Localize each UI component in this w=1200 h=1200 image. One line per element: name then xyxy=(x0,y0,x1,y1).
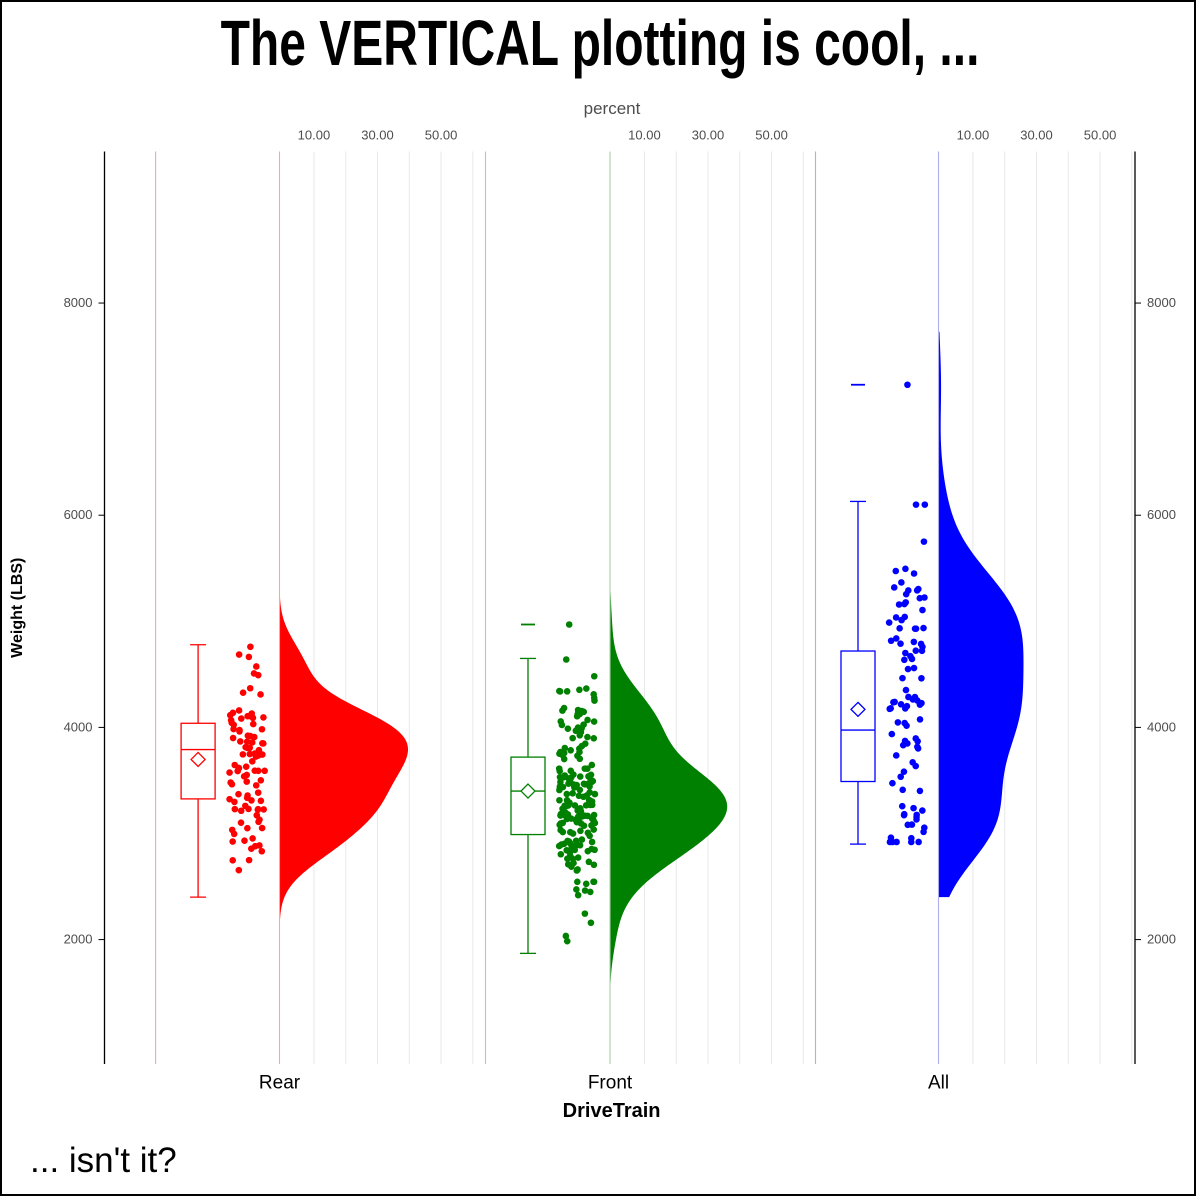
svg-text:50.00: 50.00 xyxy=(755,128,788,143)
svg-text:2000: 2000 xyxy=(1147,932,1176,947)
svg-text:DriveTrain: DriveTrain xyxy=(563,1100,661,1122)
svg-text:2000: 2000 xyxy=(64,932,93,947)
svg-text:30.00: 30.00 xyxy=(1020,128,1053,143)
svg-text:Front: Front xyxy=(588,1073,633,1094)
svg-text:6000: 6000 xyxy=(64,507,93,522)
svg-text:6000: 6000 xyxy=(1147,507,1176,522)
svg-text:10.00: 10.00 xyxy=(628,128,661,143)
svg-text:10.00: 10.00 xyxy=(298,128,331,143)
svg-text:30.00: 30.00 xyxy=(361,128,394,143)
svg-text:Weight (LBS): Weight (LBS) xyxy=(9,558,26,658)
svg-text:50.00: 50.00 xyxy=(1084,128,1117,143)
svg-text:4000: 4000 xyxy=(64,719,93,734)
svg-text:The VERTICAL plotting is cool,: The VERTICAL plotting is cool, ... xyxy=(221,7,980,78)
svg-text:Rear: Rear xyxy=(259,1073,301,1094)
svg-text:8000: 8000 xyxy=(64,295,93,310)
svg-text:30.00: 30.00 xyxy=(692,128,725,143)
svg-text:4000: 4000 xyxy=(1147,719,1176,734)
svg-text:10.00: 10.00 xyxy=(957,128,990,143)
svg-text:... isn't it?: ... isn't it? xyxy=(30,1141,177,1180)
svg-text:All: All xyxy=(928,1073,949,1094)
svg-text:50.00: 50.00 xyxy=(425,128,458,143)
svg-text:8000: 8000 xyxy=(1147,295,1176,310)
svg-text:percent: percent xyxy=(584,99,641,118)
